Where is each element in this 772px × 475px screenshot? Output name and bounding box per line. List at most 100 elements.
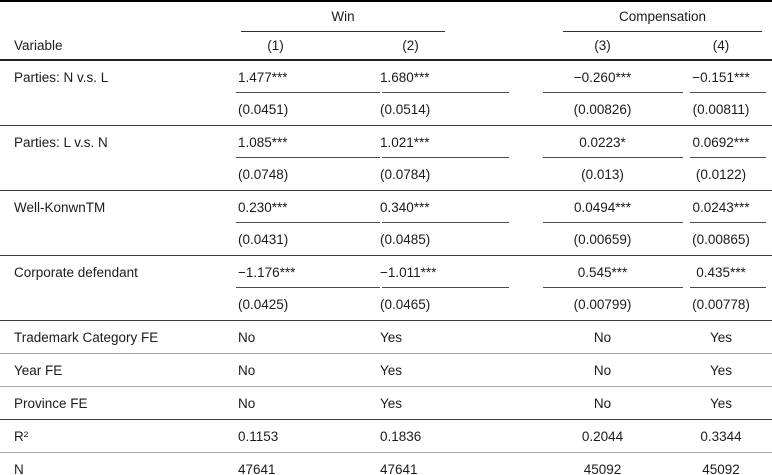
coef-cell: 0.340*** <box>343 191 509 223</box>
row-label: Well-KonwnTM <box>14 199 106 215</box>
col-header-3: (3) <box>535 32 670 61</box>
group-cell-compensation: Compensation <box>535 2 772 32</box>
empty-label-cell <box>0 158 208 191</box>
coef-cell: 0.230*** <box>208 191 380 223</box>
se-cell: (0.00778) <box>670 288 772 321</box>
row-label: Parties: N v.s. L <box>14 69 109 85</box>
row-label: R² <box>0 420 208 453</box>
gap-cell <box>478 420 535 453</box>
stat-cell: 47641 <box>238 461 276 475</box>
coef-cell: 0.0494*** <box>535 191 683 223</box>
se-cell: (0.0748) <box>208 158 343 191</box>
gap-cell <box>478 288 535 321</box>
gap-cell <box>478 93 535 126</box>
col-header-2: (2) <box>343 32 478 61</box>
se-cell: (0.0465) <box>343 288 478 321</box>
coef-cell: −0.260*** <box>535 61 683 93</box>
col-header-1: (1) <box>208 32 343 61</box>
coef-row-corporate-defendant: Corporate defendant −1.176*** −1.011*** … <box>0 256 772 288</box>
row-label: Trademark Category FE <box>0 321 208 354</box>
stat-cell: 47641 <box>380 461 418 475</box>
se-cell: (0.00659) <box>535 223 670 256</box>
fe-cell: Yes <box>343 387 478 420</box>
gap-cell <box>478 256 535 288</box>
coef-row-well-known-tm: Well-KonwnTM 0.230*** 0.340*** 0.0494***… <box>0 191 772 223</box>
stat-row-n: N 47641 47641 45092 45092 <box>0 453 772 475</box>
fe-cell: Yes <box>343 321 478 354</box>
gap-cell <box>478 354 535 387</box>
coef-cell: 0.0243*** <box>670 191 772 223</box>
fe-cell: No <box>208 354 343 387</box>
gap-cell <box>478 321 535 354</box>
se-row-well-known-tm: (0.0431) (0.0485) (0.00659) (0.00865) <box>0 223 772 256</box>
group-label-win: Win <box>241 9 445 32</box>
stat-cell: 0.2044 <box>535 420 670 453</box>
fe-row-province: Province FE No Yes No Yes <box>0 387 772 420</box>
stat-row-r-squared: R² 0.1153 0.1836 0.2044 0.3344 <box>0 420 772 453</box>
stat-cell: 45092 <box>702 461 740 475</box>
coef-cell: 0.545*** <box>535 256 683 288</box>
coef-cell: −1.011*** <box>343 256 509 288</box>
gap-cell <box>478 126 535 158</box>
fe-cell: No <box>535 387 670 420</box>
gap-cell <box>478 158 535 191</box>
gap-cell <box>478 61 535 93</box>
stat-cell: 0.1836 <box>343 420 478 453</box>
fe-cell: No <box>535 321 670 354</box>
se-cell: (0.00865) <box>670 223 772 256</box>
empty-label-cell <box>0 288 208 321</box>
gap-cell <box>478 223 535 256</box>
se-cell: (0.0122) <box>670 158 772 191</box>
se-cell: (0.0451) <box>208 93 343 126</box>
empty-label-cell <box>0 93 208 126</box>
column-header-row: Variable (1) (2) (3) (4) <box>0 32 772 61</box>
fe-cell: Yes <box>670 354 772 387</box>
group-cell-win: Win <box>208 2 478 32</box>
fe-row-year: Year FE No Yes No Yes <box>0 354 772 387</box>
variable-header: Variable <box>0 32 208 61</box>
stat-cell: 45092 <box>583 461 622 475</box>
se-cell: (0.0784) <box>343 158 478 191</box>
se-cell: (0.0485) <box>343 223 478 256</box>
fe-cell: No <box>208 321 343 354</box>
row-label: Year FE <box>0 354 208 387</box>
coef-row-parties-l-vs-n: Parties: L v.s. N 1.085*** 1.021*** 0.02… <box>0 126 772 158</box>
se-cell: (0.00826) <box>535 93 670 126</box>
fe-cell: No <box>208 387 343 420</box>
group-gap <box>478 2 535 32</box>
gap-cell <box>478 387 535 420</box>
fe-cell: Yes <box>670 321 772 354</box>
column-group-row: Win Compensation <box>0 2 772 32</box>
se-cell: (0.00811) <box>670 93 772 126</box>
coef-cell: −0.151*** <box>670 61 772 93</box>
se-cell: (0.00799) <box>535 288 670 321</box>
se-row-parties-l-vs-n: (0.0748) (0.0784) (0.013) (0.0122) <box>0 158 772 191</box>
se-row-corporate-defendant: (0.0425) (0.0465) (0.00799) (0.00778) <box>0 288 772 321</box>
stat-cell: 0.1153 <box>208 420 343 453</box>
stat-cell: 0.3344 <box>670 420 772 453</box>
coef-cell: 1.085*** <box>208 126 380 158</box>
coef-cell: 0.0223* <box>535 126 683 158</box>
empty-label-cell <box>0 223 208 256</box>
gap-cell <box>478 191 535 223</box>
coef-cell: 0.0692*** <box>670 126 772 158</box>
fe-cell: Yes <box>343 354 478 387</box>
fe-cell: Yes <box>670 387 772 420</box>
coef-cell: 1.680*** <box>343 61 509 93</box>
coef-cell: 1.021*** <box>343 126 509 158</box>
gap-cell <box>478 453 535 475</box>
coef-cell: 1.477*** <box>208 61 380 93</box>
coef-cell: −1.176*** <box>208 256 380 288</box>
group-row-spacer <box>0 2 208 32</box>
fe-cell: No <box>535 354 670 387</box>
coef-row-parties-n-vs-l: Parties: N v.s. L 1.477*** 1.680*** −0.2… <box>0 61 772 93</box>
col-header-4: (4) <box>670 32 772 61</box>
row-label: Corporate defendant <box>14 264 138 280</box>
se-cell: (0.0431) <box>208 223 343 256</box>
row-label: Parties: L v.s. N <box>14 134 108 150</box>
fe-row-trademark-category: Trademark Category FE No Yes No Yes <box>0 321 772 354</box>
se-row-parties-n-vs-l: (0.0451) (0.0514) (0.00826) (0.00811) <box>0 93 772 126</box>
group-label-compensation: Compensation <box>563 9 762 32</box>
